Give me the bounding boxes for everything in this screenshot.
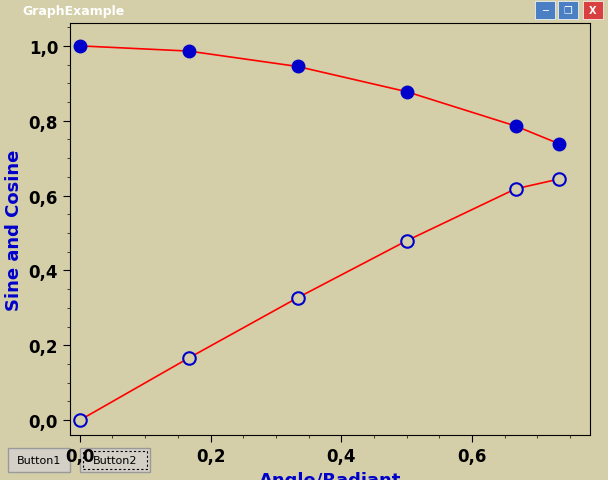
Text: GraphExample: GraphExample [22, 4, 124, 17]
Bar [583, 2, 603, 20]
FancyBboxPatch shape [8, 448, 70, 472]
FancyBboxPatch shape [80, 448, 150, 472]
Bar [558, 2, 578, 20]
Text: ─: ─ [542, 6, 548, 16]
Text: Button2: Button2 [93, 455, 137, 465]
Bar [535, 2, 555, 20]
Text: Button1: Button1 [17, 455, 61, 465]
X-axis label: Angle/Radiant: Angle/Radiant [258, 470, 401, 480]
Y-axis label: Sine and Cosine: Sine and Cosine [5, 149, 23, 311]
Text: ❒: ❒ [564, 6, 572, 16]
Text: X: X [589, 6, 596, 16]
